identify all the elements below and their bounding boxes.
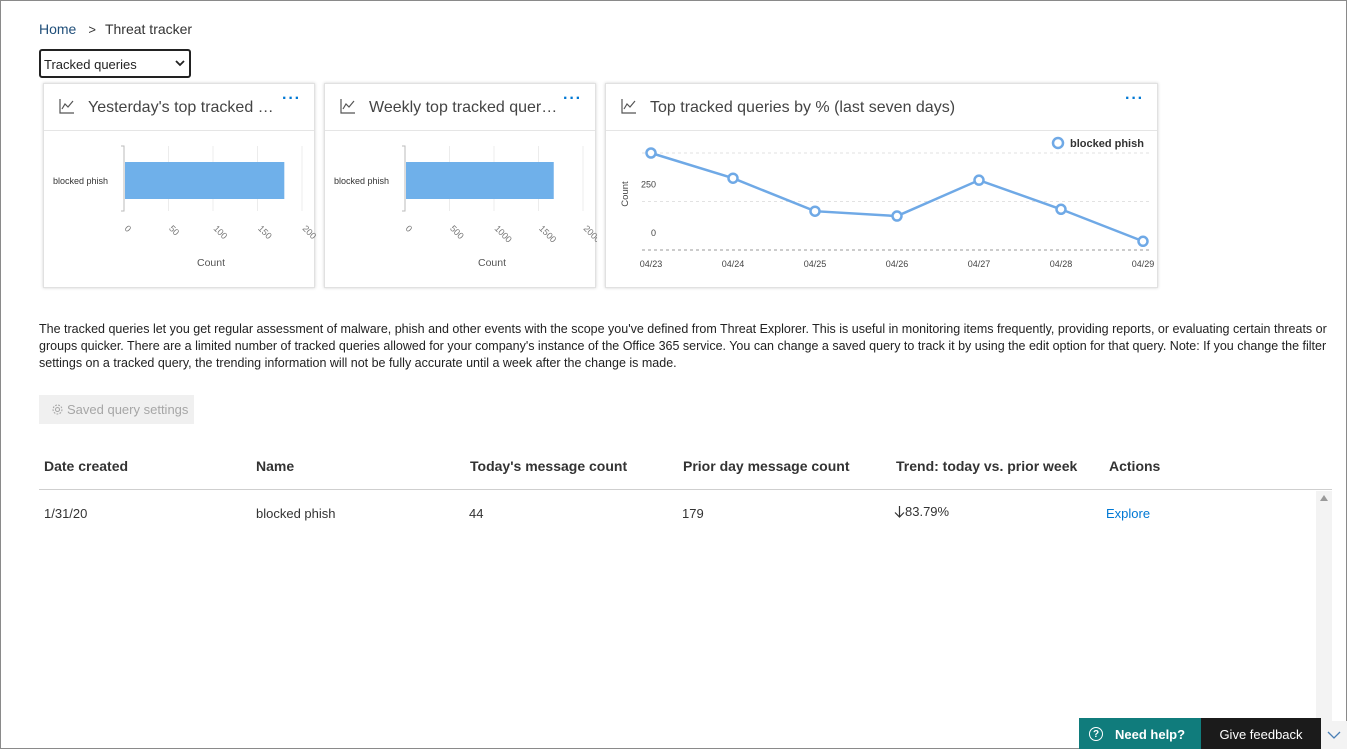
more-options-icon[interactable]: ··· bbox=[563, 90, 582, 107]
give-feedback-button[interactable]: Give feedback bbox=[1201, 718, 1321, 749]
x-tick-label: 50 bbox=[167, 223, 181, 237]
x-tick-label: 2000 bbox=[582, 223, 597, 244]
card-title: Yesterday's top tracked qu... bbox=[88, 99, 278, 116]
cell-date: 1/31/20 bbox=[44, 506, 88, 521]
series-line bbox=[650, 151, 1144, 243]
more-options-icon[interactable]: ··· bbox=[282, 90, 301, 107]
bar-chart-yesterday: 0 50 100 150 200 blocked phish Count bbox=[53, 145, 316, 269]
need-help-label: Need help? bbox=[1115, 726, 1186, 742]
line-chart-icon bbox=[621, 99, 636, 114]
column-header-date[interactable]: Date created bbox=[44, 458, 129, 474]
card-top-by-percent: Top tracked queries by % (last seven day… bbox=[605, 83, 1158, 288]
data-point bbox=[645, 147, 657, 159]
gear-icon bbox=[52, 404, 63, 415]
x-tick-label: 04/23 bbox=[640, 259, 663, 269]
data-point bbox=[1055, 203, 1067, 216]
column-header-prior-count[interactable]: Prior day message count bbox=[683, 458, 850, 474]
x-tick-label: 04/25 bbox=[804, 259, 827, 269]
x-tick-label: 100 bbox=[212, 223, 230, 241]
need-help-button[interactable]: ? Need help? bbox=[1079, 718, 1201, 749]
column-header-today-count[interactable]: Today's message count bbox=[470, 458, 628, 474]
card-weekly-top: Weekly top tracked queries ··· 0 500 1000 1… bbox=[324, 83, 597, 288]
arrow-down-icon bbox=[894, 506, 905, 518]
cell-today-count: 44 bbox=[469, 506, 484, 521]
chevron-down-icon bbox=[175, 60, 185, 67]
description-text: The tracked queries let you get regular … bbox=[39, 322, 1327, 370]
column-header-name[interactable]: Name bbox=[256, 458, 295, 474]
y-tick-label: 0 bbox=[651, 228, 656, 238]
card-yesterday-top: Yesterday's top tracked qu... ··· 0 50 100… bbox=[43, 83, 316, 288]
x-tick-label: 04/24 bbox=[722, 259, 745, 269]
breadcrumb-home[interactable]: Home bbox=[39, 21, 77, 37]
bar bbox=[125, 162, 285, 199]
cell-prior-count: 179 bbox=[682, 506, 704, 521]
bar-chart-weekly: 0 500 1000 1500 2000 blocked phish Count bbox=[334, 145, 597, 269]
more-options-icon[interactable]: ··· bbox=[1125, 90, 1144, 107]
y-axis bbox=[402, 145, 406, 212]
y-tick-label: 250 bbox=[641, 180, 656, 190]
cell-name: blocked phish bbox=[256, 506, 336, 521]
card-title: Weekly top tracked queries bbox=[369, 99, 559, 116]
column-header-trend[interactable]: Trend: today vs. prior week bbox=[896, 458, 1078, 474]
x-tick-label: 0 bbox=[123, 223, 134, 234]
saved-query-settings-label: Saved query settings bbox=[67, 402, 189, 417]
x-tick-label: 150 bbox=[256, 223, 274, 241]
table-row[interactable]: 1/31/20 blocked phish 44 179 83.79% Expl… bbox=[39, 491, 1316, 535]
column-header-actions: Actions bbox=[1109, 458, 1161, 474]
line-chart-seven-days: 250 0 Count 04/23 04/24 04/25 04/26 04/27 04/28 0… bbox=[620, 136, 1155, 269]
bar bbox=[406, 162, 554, 199]
breadcrumb: Home > Threat tracker bbox=[39, 21, 192, 37]
legend-marker bbox=[1051, 136, 1065, 150]
y-axis-label: Count bbox=[620, 181, 631, 207]
scroll-up-arrow-icon[interactable] bbox=[1320, 495, 1328, 501]
saved-query-settings-button[interactable]: Saved query settings bbox=[39, 395, 194, 424]
x-tick-label: 04/29 bbox=[1132, 259, 1155, 269]
line-chart-icon bbox=[340, 99, 355, 114]
y-axis bbox=[121, 145, 125, 212]
x-axis-label: Count bbox=[478, 257, 506, 269]
breadcrumb-separator: > bbox=[88, 21, 96, 37]
question-icon: ? bbox=[1089, 727, 1103, 741]
data-point bbox=[973, 174, 985, 186]
table-scrollbar[interactable] bbox=[1316, 491, 1332, 749]
category-label: blocked phish bbox=[53, 176, 108, 186]
explore-link[interactable]: Explore bbox=[1106, 506, 1151, 521]
x-tick-label: 04/26 bbox=[886, 259, 909, 269]
cell-trend: 83.79% bbox=[894, 504, 949, 519]
x-tick-label: 500 bbox=[448, 223, 466, 241]
collapse-button[interactable] bbox=[1321, 721, 1347, 749]
card-title: Top tracked queries by % (last seven day… bbox=[650, 99, 956, 116]
x-tick-label: 0 bbox=[404, 223, 415, 234]
data-point bbox=[809, 205, 821, 217]
breadcrumb-current: Threat tracker bbox=[104, 21, 193, 37]
category-label: blocked phish bbox=[334, 176, 389, 186]
data-point bbox=[1137, 235, 1149, 248]
x-tick-label: 04/28 bbox=[1050, 259, 1073, 269]
x-axis-label: Count bbox=[197, 257, 225, 269]
view-select[interactable]: Tracked queries bbox=[39, 49, 191, 78]
give-feedback-label: Give feedback bbox=[1219, 726, 1303, 742]
x-tick-label: 1500 bbox=[537, 223, 558, 244]
x-tick-label: 04/27 bbox=[968, 259, 991, 269]
chevron-down-icon bbox=[1327, 731, 1341, 739]
line-chart-icon bbox=[59, 99, 74, 114]
x-tick-label: 200 bbox=[301, 223, 316, 241]
data-point bbox=[727, 172, 739, 184]
data-point bbox=[891, 210, 903, 222]
view-select-value: Tracked queries bbox=[44, 57, 137, 72]
x-tick-label: 1000 bbox=[493, 223, 514, 244]
cell-trend-value: 83.79% bbox=[905, 504, 950, 519]
legend-label: blocked phish bbox=[1070, 138, 1144, 150]
table-header: Date created Name Today's message count … bbox=[39, 449, 1332, 490]
